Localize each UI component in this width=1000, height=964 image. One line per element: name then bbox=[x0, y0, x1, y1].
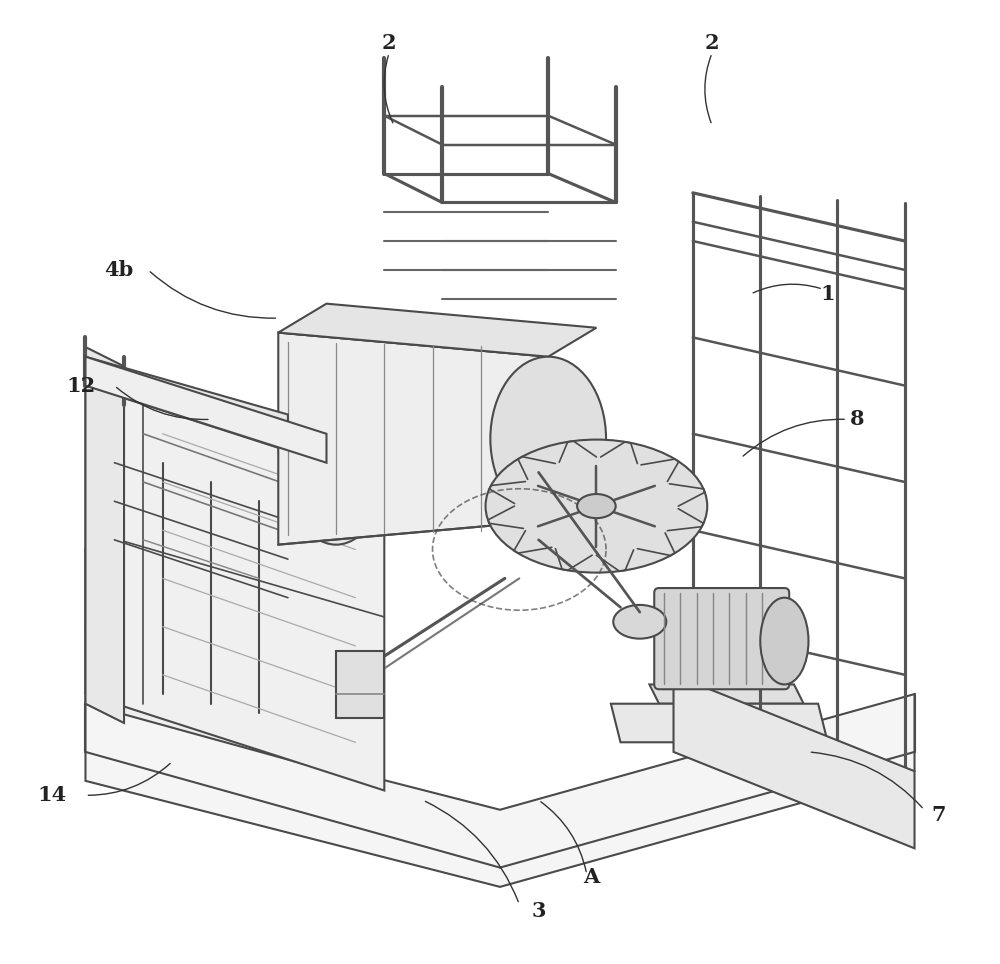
Text: 1: 1 bbox=[820, 284, 835, 304]
Text: A: A bbox=[583, 868, 600, 887]
Polygon shape bbox=[85, 386, 384, 790]
Ellipse shape bbox=[490, 357, 606, 521]
Polygon shape bbox=[85, 627, 365, 781]
Polygon shape bbox=[85, 357, 326, 463]
Ellipse shape bbox=[760, 598, 808, 684]
Text: 3: 3 bbox=[531, 901, 546, 921]
Text: 2: 2 bbox=[705, 34, 719, 53]
Polygon shape bbox=[649, 684, 804, 704]
Text: 12: 12 bbox=[66, 376, 95, 395]
Polygon shape bbox=[278, 333, 548, 545]
Polygon shape bbox=[611, 704, 828, 742]
Polygon shape bbox=[278, 304, 596, 357]
FancyBboxPatch shape bbox=[654, 588, 789, 689]
Text: 7: 7 bbox=[931, 805, 946, 824]
Polygon shape bbox=[85, 347, 124, 723]
Text: 14: 14 bbox=[37, 786, 66, 805]
Polygon shape bbox=[85, 694, 915, 887]
Text: 8: 8 bbox=[849, 410, 864, 429]
Polygon shape bbox=[674, 675, 915, 848]
Ellipse shape bbox=[577, 494, 616, 519]
Ellipse shape bbox=[278, 333, 394, 545]
Text: 2: 2 bbox=[382, 34, 396, 53]
Polygon shape bbox=[85, 357, 288, 443]
FancyBboxPatch shape bbox=[336, 651, 384, 718]
Text: 4b: 4b bbox=[105, 260, 134, 280]
Ellipse shape bbox=[486, 440, 707, 573]
Polygon shape bbox=[85, 549, 365, 704]
Ellipse shape bbox=[613, 605, 666, 639]
